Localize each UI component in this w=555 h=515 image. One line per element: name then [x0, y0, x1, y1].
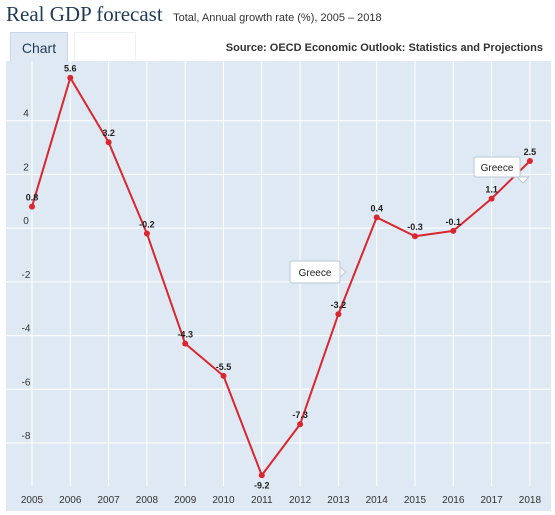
grid-lines	[6, 61, 551, 486]
series-points	[29, 74, 533, 479]
x-tick-label: 2012	[289, 495, 312, 506]
y-axis-ticks: 4 2 0 -2 -4 -6 -8	[22, 109, 31, 442]
data-label: 0.8	[26, 193, 39, 203]
page-subtitle: Total, Annual growth rate (%), 2005 – 20…	[173, 12, 382, 24]
data-point	[258, 472, 265, 479]
data-label: -0.3	[407, 222, 423, 232]
chart-area: 4 2 0 -2 -4 -6 -8 2005 2006 2007 2008 2009 2010 2011…	[6, 61, 551, 511]
x-tick-label: 2017	[480, 495, 503, 506]
data-label: -9.2	[254, 480, 270, 490]
x-tick-label: 2009	[174, 495, 197, 506]
data-label: -5.5	[216, 362, 232, 372]
x-tick-label: 2015	[404, 495, 427, 506]
data-label: -0.1	[446, 217, 462, 227]
y-tick-label: -8	[22, 431, 31, 442]
x-tick-label: 2005	[21, 495, 44, 506]
data-point	[182, 340, 189, 347]
data-point	[412, 233, 418, 240]
tooltip-text: Greece	[481, 163, 514, 174]
y-tick-label: 0	[23, 216, 29, 227]
tooltip-greece: Greece	[473, 156, 531, 184]
data-label: 1.1	[485, 185, 498, 195]
x-tick-label: 2007	[97, 495, 120, 506]
data-label: -7.3	[292, 410, 308, 420]
series-line	[31, 76, 531, 477]
page-title: Real GDP forecast	[6, 2, 163, 26]
data-label: 2.5	[524, 147, 537, 157]
data-point	[526, 158, 533, 165]
data-point	[297, 421, 304, 428]
x-tick-label: 2016	[442, 495, 465, 506]
source-note: Source: OECD Economic Outlook: Statistic…	[225, 42, 543, 54]
data-label: -3.2	[331, 300, 347, 310]
x-tick-label: 2013	[327, 495, 350, 506]
y-tick-label: 4	[23, 109, 29, 120]
y-tick-label: -4	[22, 324, 31, 335]
series-line-greece	[31, 76, 531, 477]
y-tick-label: -2	[22, 270, 31, 281]
data-label: 5.6	[64, 64, 77, 74]
x-tick-label: 2008	[136, 495, 159, 506]
data-point	[143, 230, 150, 237]
tooltip-pointer	[515, 176, 531, 184]
tab-chart[interactable]: Chart	[10, 32, 68, 62]
data-point	[373, 214, 380, 221]
tooltip-pointer	[339, 265, 347, 279]
x-tick-label: 2011	[251, 495, 273, 506]
data-point	[105, 139, 112, 146]
data-point	[29, 203, 35, 210]
tooltips: Greece Greece	[289, 156, 531, 284]
tab-placeholder	[74, 32, 136, 60]
tooltip-text: Greece	[299, 268, 332, 279]
data-point	[220, 372, 227, 379]
data-point	[335, 311, 342, 318]
header: Real GDP forecast Total, Annual growth r…	[6, 2, 382, 28]
data-point	[67, 74, 74, 81]
data-label: 3.2	[102, 128, 115, 138]
data-label: 0.4	[370, 203, 383, 213]
x-tick-label: 2006	[59, 495, 82, 506]
x-tick-label: 2018	[519, 495, 542, 506]
x-tick-label: 2010	[212, 495, 235, 506]
line-chart: 4 2 0 -2 -4 -6 -8 2005 2006 2007 2008 2009 2010 2011…	[6, 61, 551, 506]
data-point	[488, 195, 495, 202]
y-tick-label: -6	[22, 377, 31, 388]
data-label: -0.2	[139, 220, 155, 230]
data-labels: 0.8 5.6 3.2 -0.2 -4.3 -5.5 -9.2 -7.3 -3.2 0.4 -0.3…	[26, 64, 536, 491]
x-tick-label: 2014	[366, 495, 389, 506]
tooltip-greece: Greece	[289, 260, 347, 284]
x-axis-ticks: 2005 2006 2007 2008 2009 2010 2011 2012 2013 2014…	[21, 495, 542, 506]
data-point	[450, 227, 457, 234]
y-tick-label: 2	[23, 162, 29, 173]
data-label: -4.3	[177, 330, 193, 340]
tooltip-box	[473, 156, 521, 178]
